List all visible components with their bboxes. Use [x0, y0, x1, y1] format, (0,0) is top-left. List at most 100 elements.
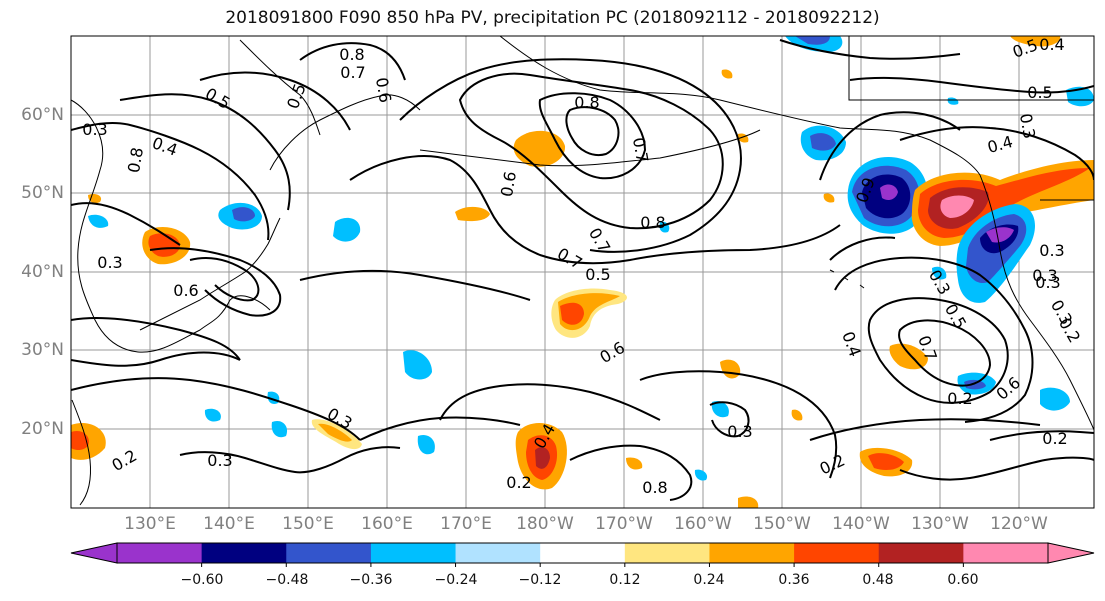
- precip-positive: [71, 430, 89, 450]
- lon-label: 160°W: [674, 514, 732, 534]
- precip-positive: [868, 453, 904, 470]
- lon-label: 180°W: [516, 514, 574, 534]
- colorbar-swatch: [963, 543, 1049, 563]
- precip-negative: [271, 420, 288, 438]
- colorbar-swatch: [455, 543, 541, 563]
- precip-negative: [417, 434, 435, 455]
- pv-contours: [71, 39, 1094, 501]
- lat-label: 30°N: [21, 340, 64, 360]
- kamchatka-coast: [269, 94, 421, 171]
- precip-positive: [823, 193, 835, 203]
- lon-label: 140°E: [203, 514, 255, 534]
- asia-coast: [71, 99, 271, 353]
- precip-negative: [333, 217, 361, 242]
- precip-negative: [947, 97, 959, 105]
- contour-label: 0.7: [629, 136, 652, 164]
- japan-islands: [139, 217, 281, 331]
- borders: [848, 36, 1094, 201]
- colorbar-label: 0.60: [947, 572, 979, 588]
- colorbar-extend-max: [1047, 542, 1095, 564]
- plot-frame: [70, 35, 1095, 509]
- lon-label: 130°E: [124, 514, 176, 534]
- precip-negative: [232, 207, 255, 222]
- precip-negative: [1066, 86, 1094, 107]
- contour-label: 0.8: [640, 213, 665, 232]
- precip-positive: [455, 206, 490, 222]
- lon-label: 120°W: [990, 514, 1048, 534]
- precip-positive: [721, 69, 733, 79]
- precip-positive: [318, 423, 352, 442]
- contour-label: 0.8: [124, 146, 147, 174]
- colorbar-label: 0.36: [778, 572, 810, 588]
- contour-label: 0.3: [1035, 273, 1060, 292]
- lat-label: 40°N: [21, 262, 64, 282]
- precip-negative: [403, 350, 432, 380]
- colorbar-label: 0.24: [693, 572, 725, 588]
- lon-label: 170°E: [440, 514, 492, 534]
- precip-negative: [880, 184, 898, 200]
- precip-negative: [694, 469, 708, 481]
- lon-label: 130°W: [911, 514, 969, 534]
- colorbar-label: 0.12: [609, 572, 641, 588]
- north-america-coast: [979, 174, 1094, 431]
- contour-label: 0.3: [1039, 241, 1064, 260]
- contour-label: 0.3: [1016, 112, 1039, 140]
- precip-negative: [795, 36, 830, 45]
- lon-label: 160°E: [361, 514, 413, 534]
- precip-negative: [986, 227, 1014, 243]
- contour-label: 0.3: [97, 253, 122, 272]
- contour-label: 0.6: [173, 281, 198, 300]
- colorbar-label: −0.36: [349, 572, 393, 588]
- colorbar-swatch: [794, 543, 880, 563]
- contour-label: 0.8: [574, 93, 599, 112]
- alaska-coast: [499, 36, 981, 176]
- precip-negative: [932, 266, 947, 280]
- precip-negative: [88, 214, 109, 228]
- colorbar-swatch: [370, 543, 457, 563]
- contour-label: 0.4: [1039, 35, 1064, 54]
- contour-labels: 0.80.70.5 0.5 0.60.30.40.80.30.60.80.70.60…: [82, 35, 1084, 497]
- contour-label: 0.8: [642, 478, 667, 497]
- map-title: 2018091800 F090 850 hPa PV, precipitatio…: [225, 8, 880, 28]
- colorbar-label: 0.48: [862, 572, 894, 588]
- lon-label: 140°W: [832, 514, 890, 534]
- contour-label: 0.3: [82, 120, 107, 139]
- colorbar-extend-min: [70, 542, 118, 564]
- contour-label: 0.3: [727, 422, 752, 441]
- contour-label: 0.6: [497, 170, 520, 198]
- coastlines: [71, 36, 1094, 506]
- precip-negative: [204, 408, 221, 422]
- contour-label: 0.7: [340, 63, 365, 82]
- contour-label: 0.2: [1042, 429, 1067, 448]
- lon-label: 170°W: [595, 514, 653, 534]
- colorbar-frame: [116, 542, 1049, 564]
- contour-label: 0.5: [1027, 83, 1052, 102]
- aleutians: [419, 129, 761, 167]
- colorbar-label: −0.12: [518, 572, 562, 588]
- siberia-coast: [239, 39, 321, 136]
- contour-label: 0.2: [506, 473, 531, 492]
- philippines: [71, 399, 91, 506]
- precip-negative: [711, 400, 729, 418]
- contour-label: 0.6: [372, 76, 395, 104]
- colorbar: [70, 542, 1095, 567]
- colorbar-swatch: [540, 543, 626, 563]
- colorbar-swatch: [201, 543, 287, 563]
- contour-label: 0.2: [947, 389, 972, 408]
- hawaii-islands: [829, 269, 865, 289]
- colorbar-label: −0.48: [265, 572, 309, 588]
- precip-positive: [535, 447, 550, 469]
- contour-label: 0.3: [207, 451, 232, 470]
- lat-label: 20°N: [21, 419, 64, 439]
- precip-positive: [560, 302, 584, 325]
- lat-label: 60°N: [21, 105, 64, 125]
- lat-label: 50°N: [21, 183, 64, 203]
- colorbar-label: −0.24: [434, 572, 478, 588]
- colorbar-swatch: [624, 543, 710, 563]
- colorbar-label: −0.60: [180, 572, 224, 588]
- contour-label: 0.3: [1032, 266, 1057, 285]
- colorbar-swatch: [709, 543, 795, 563]
- precip-negative: [964, 379, 986, 390]
- precip-positive: [791, 409, 803, 421]
